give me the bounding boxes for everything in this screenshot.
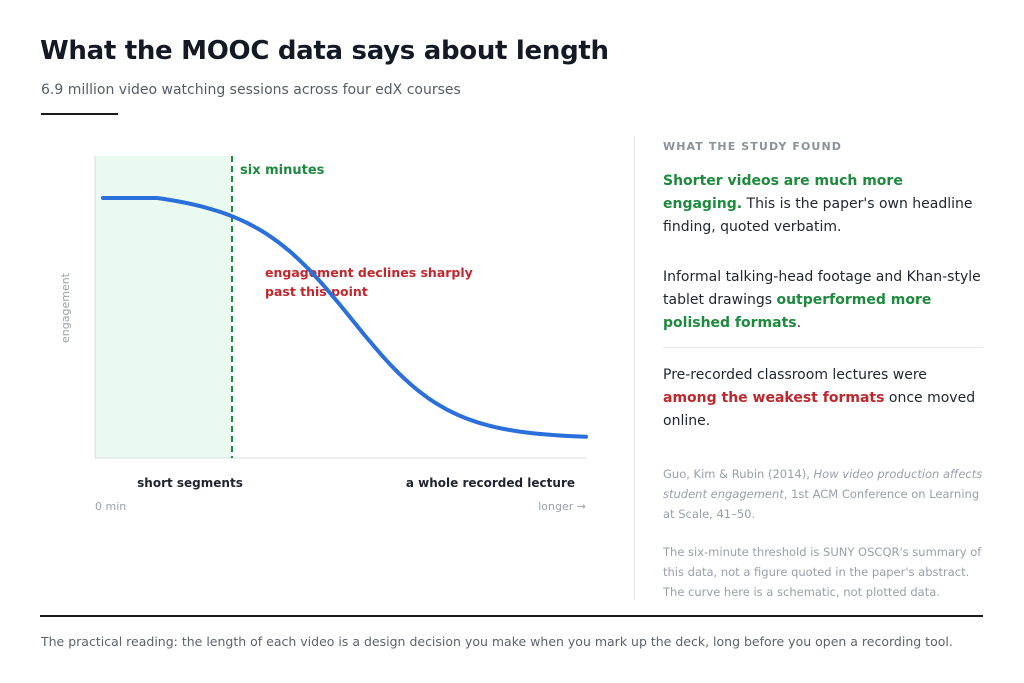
short-segment-region [95,156,232,458]
page-title: What the MOOC data says about length [40,36,609,66]
engagement-chart: six minutes engagement declines sharply … [59,156,588,513]
finding-3-text-start: Pre-recorded classroom lectures were [663,367,927,383]
panel-separator [663,347,983,348]
citation-authors: Guo, Kim & Rubin (2014), [663,467,814,481]
engagement-curve [101,196,588,439]
finding-2-text-end: . [796,315,802,331]
finding-1-text: This is the paper's own headline finding… [663,196,973,235]
citation-title: How video production affects student eng… [663,467,983,501]
finding-2-text-start: Informal talking-head footage and Khan-s… [663,269,981,308]
threshold-label: six minutes [240,163,325,178]
region-label-long: a whole recorded lecture [406,476,575,490]
finding-3-highlight: among the weakest formats [663,390,885,406]
finding-1-highlight: Shorter videos are much more engaging. [663,173,903,212]
panel-heading: WHAT THE STUDY FOUND [663,140,843,153]
finding-short-videos: Shorter videos are much more engaging. T… [663,170,983,239]
footer-text: The practical reading: the length of eac… [41,634,953,649]
citation-venue: , 1st ACM Conference on Learning at Scal… [663,487,980,521]
finding-informal-formats: Informal talking-head footage and Khan-s… [663,266,983,335]
finding-2-highlight: outperformed more polished formats [663,292,932,331]
footer-rule [40,615,983,617]
x-axis-start-label: 0 min [95,500,126,513]
y-axis-label: engagement [59,272,72,343]
decline-annotation-line-1: engagement declines sharply [265,265,473,280]
findings-panel: WHAT THE STUDY FOUND Shorter videos are … [663,138,983,599]
threshold-note: The six-minute threshold is SUNY OSCQR's… [663,545,982,599]
decline-annotation-line-2: past this point [265,284,368,299]
x-axis-end-label: longer → [538,500,586,513]
title-underline [41,113,118,115]
finding-3-text-end: once moved online. [663,390,976,429]
panel-divider [634,136,635,600]
finding-classroom-lectures: Pre-recorded classroom lectures were amo… [663,364,983,433]
citation: Guo, Kim & Rubin (2014), How video produ… [663,464,983,524]
region-label-short: short segments [137,476,243,490]
page-subtitle: 6.9 million video watching sessions acro… [41,82,461,98]
